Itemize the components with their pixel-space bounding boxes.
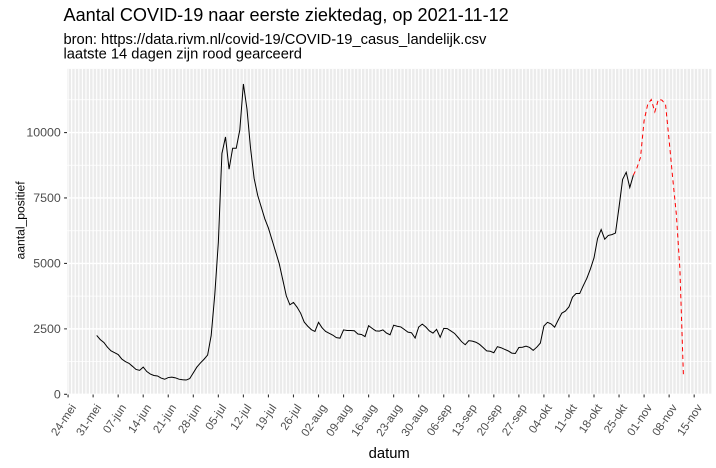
svg-text:10000: 10000 [26,126,61,140]
svg-text:5000: 5000 [33,257,61,271]
svg-text:aantal_positief: aantal_positief [13,181,27,260]
svg-text:7500: 7500 [33,191,61,205]
svg-text:laatste 14 dagen zijn rood gea: laatste 14 dagen zijn rood gearceerd [64,46,302,62]
svg-text:datum: datum [369,446,410,462]
svg-text:Aantal COVID-19 naar eerste zi: Aantal COVID-19 naar eerste ziektedag, o… [64,5,509,25]
svg-text:bron: https://data.rivm.nl/cov: bron: https://data.rivm.nl/covid-19/COVI… [64,32,488,48]
svg-text:0: 0 [54,388,61,402]
svg-text:2500: 2500 [33,322,61,336]
